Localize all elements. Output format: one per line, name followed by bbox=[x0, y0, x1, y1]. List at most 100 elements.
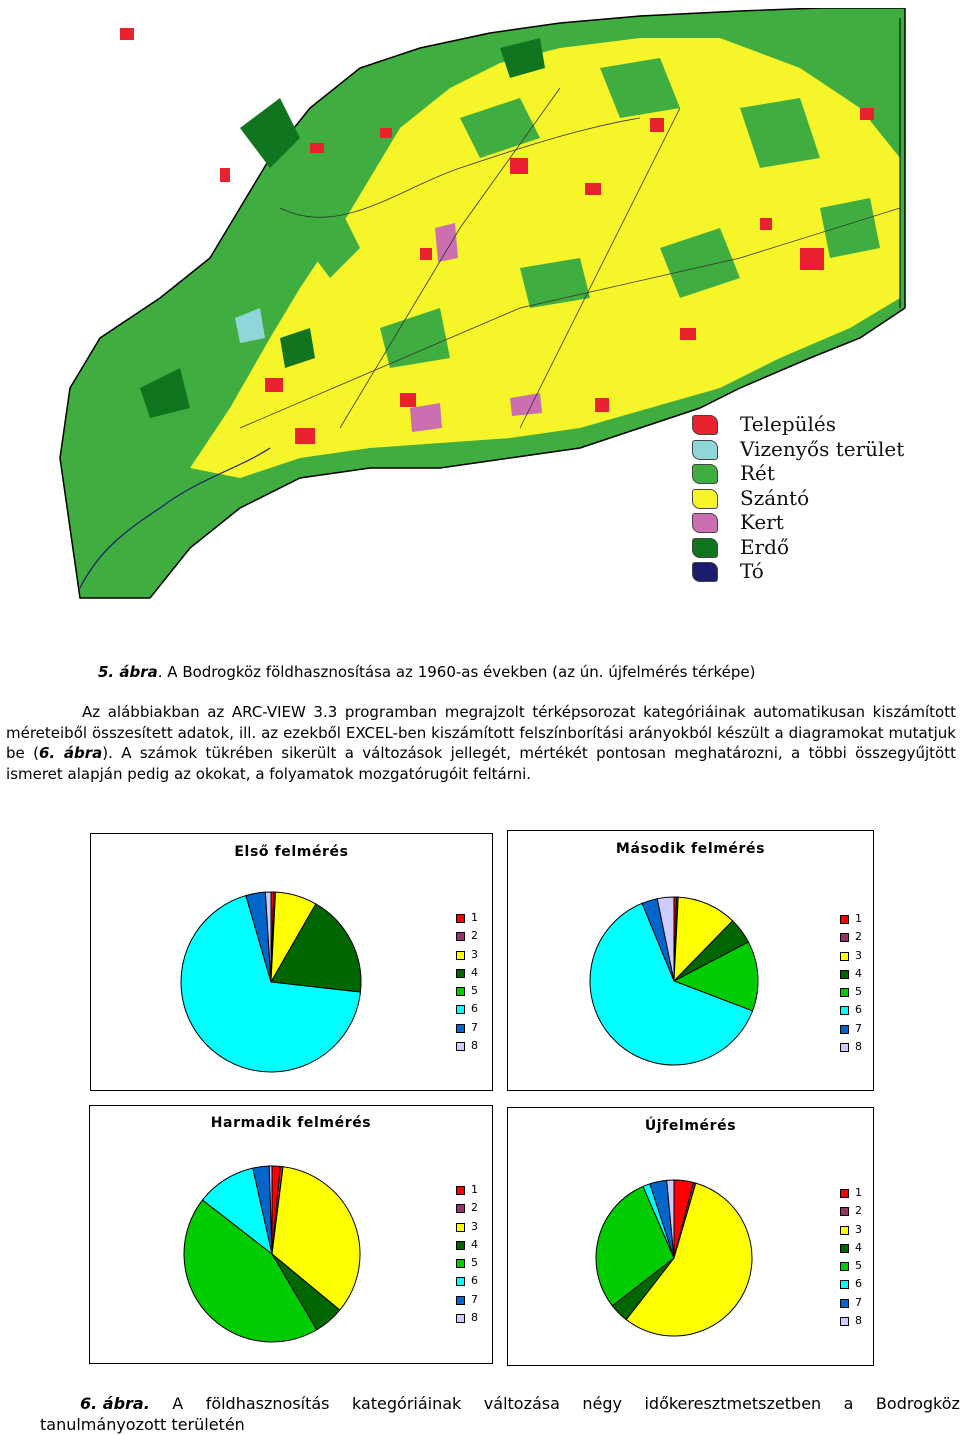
figure-6-caption-word: négy bbox=[582, 1394, 622, 1413]
pie-legend-label: 7 bbox=[855, 1295, 862, 1309]
pie-legend-swatch bbox=[840, 1207, 849, 1217]
pie-legend-label: 2 bbox=[471, 929, 478, 943]
pie-legend-label: 1 bbox=[855, 1186, 862, 1199]
land-use-map-image bbox=[59, 8, 906, 599]
figure-5-number: 5. ábra bbox=[98, 663, 158, 681]
pie-legend-label: 4 bbox=[471, 965, 478, 979]
map-legend-item: Rét bbox=[692, 461, 922, 486]
land-use-map bbox=[40, 8, 910, 608]
figure-6-caption-word: Bodrogköz bbox=[875, 1394, 960, 1413]
map-legend-item: Vizenyős terület bbox=[692, 437, 922, 462]
pie-legend-label: 8 bbox=[471, 1311, 478, 1325]
figure-6-caption-word: időkeresztmetszetben bbox=[644, 1394, 822, 1413]
pie-legend-swatch bbox=[840, 1043, 849, 1053]
pie-legend-label: 7 bbox=[471, 1020, 478, 1034]
pie-slice-8 bbox=[656, 896, 675, 982]
figure-6-caption-line2: tanulmányozott területén bbox=[40, 1415, 245, 1434]
map-legend-item: Település bbox=[692, 412, 922, 437]
pie-slice-8 bbox=[264, 891, 272, 983]
map-legend-swatch bbox=[692, 439, 718, 460]
pie-legend-label: 5 bbox=[855, 985, 862, 999]
pie-legend-swatch bbox=[456, 968, 465, 978]
pie-legend-label: 8 bbox=[855, 1040, 862, 1054]
map-region-forest bbox=[240, 98, 300, 168]
pie-legend-label: 2 bbox=[855, 1204, 862, 1218]
pie-legend-swatch bbox=[456, 1314, 465, 1324]
figure-6-caption-word: A bbox=[172, 1394, 184, 1413]
pie-legend-swatch bbox=[840, 1225, 849, 1235]
map-legend-label: Település bbox=[740, 412, 837, 436]
pie-legend-swatch bbox=[456, 950, 465, 960]
map-region-settlements bbox=[120, 28, 874, 444]
pie-legend-label: 6 bbox=[855, 1003, 862, 1017]
pie-legend-swatch bbox=[456, 932, 465, 942]
map-legend-label: Vizenyős terület bbox=[740, 436, 905, 461]
chart-title: Első felmérés bbox=[234, 844, 349, 860]
pie-legend-swatch bbox=[456, 1186, 465, 1195]
map-legend-swatch bbox=[692, 488, 718, 509]
pie-slice-6 bbox=[589, 902, 754, 1066]
pie-slice-4 bbox=[270, 903, 362, 993]
pie-legend-label: 4 bbox=[471, 1237, 478, 1251]
pie-legend-label: 5 bbox=[855, 1259, 862, 1273]
chart-title: Újfelmérés bbox=[644, 1118, 737, 1134]
figure-6-caption-word: földhasznosítás bbox=[205, 1394, 330, 1413]
pie-legend-swatch bbox=[456, 914, 465, 923]
map-legend: Település Vizenyős terület Rét Szántó Kert Er… bbox=[692, 412, 922, 584]
map-legend-label: Szántó bbox=[740, 485, 810, 510]
pie-legend-label: 7 bbox=[855, 1021, 862, 1035]
pie-slice-3 bbox=[271, 1166, 361, 1311]
pie-legend-swatch bbox=[840, 951, 849, 961]
figure-6-reference: 6. ábra bbox=[38, 744, 103, 763]
pie-legend-swatch bbox=[840, 1243, 849, 1253]
pie-legend-label: 1 bbox=[471, 911, 478, 924]
map-legend-label: Erdő bbox=[740, 534, 790, 559]
pie-svg bbox=[180, 891, 362, 1073]
pie-chart-second-survey: Második felmérés 1 2 3 4 5 6 7 8 bbox=[507, 830, 874, 1091]
pie-legend-label: 2 bbox=[855, 930, 862, 944]
pie-slice-5 bbox=[183, 1199, 318, 1343]
pie-legend-swatch bbox=[456, 1005, 465, 1015]
pie-chart-new-survey: Újfelmérés 1 2 3 4 5 6 7 8 bbox=[507, 1107, 874, 1366]
pie-legend-label: 8 bbox=[471, 1039, 478, 1053]
figure-6-caption-word: a bbox=[843, 1394, 854, 1413]
pie-legend-swatch bbox=[840, 1298, 849, 1308]
pie-legend-swatch bbox=[456, 1204, 465, 1214]
pie-slice-3 bbox=[625, 1182, 753, 1337]
map-region-water bbox=[235, 308, 265, 343]
pie-slice-6 bbox=[180, 894, 361, 1073]
pie-legend-swatch bbox=[840, 915, 849, 924]
body-text-part1: Az alábbiakban az ARC-VIEW 3.3 programba… bbox=[6, 703, 956, 763]
map-legend-item: Kert bbox=[692, 510, 922, 535]
map-legend-item: Tó bbox=[692, 559, 922, 584]
pie-chart-third-survey: Harmadik felmérés 1 2 3 4 5 6 7 8 bbox=[89, 1105, 493, 1364]
pie-legend-label: 3 bbox=[855, 1222, 862, 1236]
pie-legend-label: 3 bbox=[471, 947, 478, 961]
pie-svg bbox=[589, 896, 759, 1066]
figure-6-number: 6. ábra. bbox=[80, 1394, 150, 1413]
pie-legend-swatch bbox=[840, 1006, 849, 1016]
pie-legend-swatch bbox=[456, 1023, 465, 1033]
figure-5-text: . A Bodrogköz földhasznosítása az 1960-a… bbox=[157, 663, 756, 681]
map-legend-label: Kert bbox=[740, 510, 784, 534]
body-text-part2: ). A számok tükrében sikerült a változás… bbox=[6, 744, 956, 784]
body-paragraph: Az alábbiakban az ARC-VIEW 3.3 programba… bbox=[6, 702, 956, 785]
figure-6-caption-word: változása bbox=[483, 1394, 560, 1413]
pie-legend-swatch bbox=[456, 1277, 465, 1287]
pie-svg bbox=[183, 1165, 361, 1343]
pie-slice-5 bbox=[672, 941, 759, 1012]
pie-legend-label: 6 bbox=[471, 1002, 478, 1016]
map-legend-swatch bbox=[692, 537, 718, 558]
pie-legend-swatch bbox=[456, 1259, 465, 1269]
figure-6-caption-word: kategóriáinak bbox=[351, 1394, 462, 1413]
pie-legend-label: 3 bbox=[471, 1219, 478, 1233]
map-legend-swatch bbox=[692, 415, 718, 435]
map-legend-item: Erdő bbox=[692, 535, 922, 560]
pie-chart-first-survey: Első felmérés 1 2 3 4 5 6 7 8 bbox=[90, 833, 493, 1091]
pie-legend-swatch bbox=[456, 1042, 465, 1052]
map-region-plowland bbox=[190, 38, 900, 478]
pie-legend-label: 6 bbox=[471, 1274, 478, 1288]
map-region-garden bbox=[410, 403, 442, 432]
